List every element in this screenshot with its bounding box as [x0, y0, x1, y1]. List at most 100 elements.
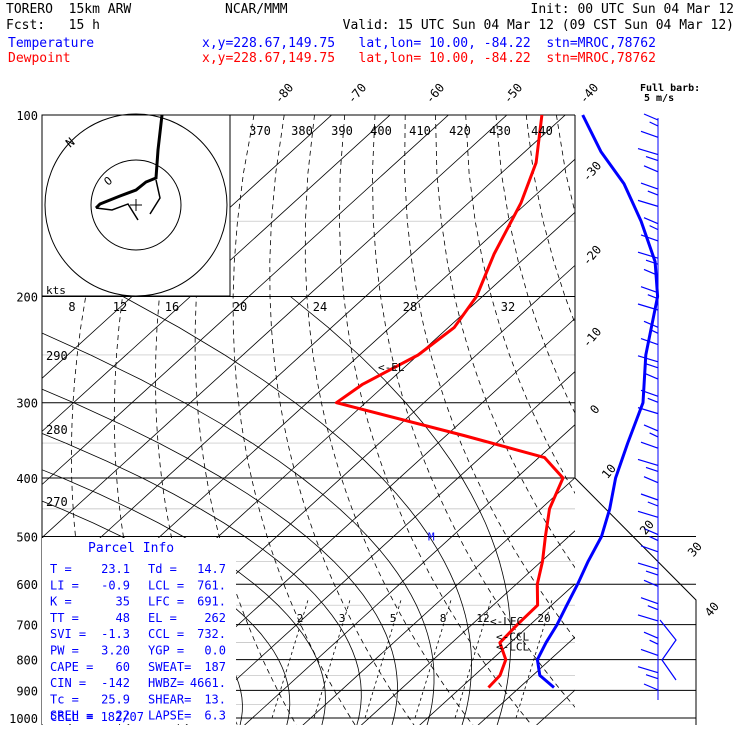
init-time: Init: 00 UTC Sun 04 Mar 12 — [530, 2, 735, 17]
pressure-tick-label: 900 — [16, 684, 38, 698]
isotherm-label: -80 — [272, 81, 297, 107]
dry-adiabat-label: 430 — [489, 124, 511, 138]
dry-adiabat-line — [371, 115, 575, 708]
wind-barb — [643, 579, 659, 587]
isotherm-label: 20 — [637, 517, 657, 537]
parcel-key: TT = — [50, 611, 79, 625]
wind-barb-half — [649, 536, 659, 542]
isotherm-line — [536, 689, 575, 725]
wind-note-speed: 5 m/s — [644, 93, 675, 104]
dry-adiabat-line — [113, 115, 179, 725]
mixing-ratio-label: 2 — [297, 612, 304, 625]
pressure-tick-label: 300 — [16, 397, 38, 411]
hodograph-speed-label: 8 — [68, 300, 75, 314]
parcel-value: 761. — [197, 578, 226, 592]
theta-e-label: 290 — [46, 349, 68, 363]
dewpoint-legend: Dewpoint — [8, 51, 71, 66]
mixing-ratio-line — [454, 599, 492, 719]
wind-barb-half — [647, 397, 659, 403]
wind-barb-half — [647, 501, 659, 507]
isotherm-line — [647, 87, 740, 730]
mixing-ratio-line — [271, 599, 309, 719]
mixing-ratio-line — [414, 599, 452, 719]
moist-adiabat-line — [42, 469, 326, 725]
parcel-key: SHEAR= — [148, 692, 191, 706]
wind-barb — [637, 510, 659, 518]
wind-barb-half — [649, 432, 659, 438]
wind-barb — [640, 597, 659, 605]
right-boundary-line — [574, 477, 697, 725]
mixing-ratio-line — [364, 599, 402, 719]
dry-adiabat-line — [269, 115, 415, 725]
isotherm-label: -20 — [580, 243, 605, 269]
wind-barb-half — [645, 155, 659, 162]
hodograph-ring-outer — [44, 113, 228, 297]
wind-barb — [643, 424, 659, 432]
isotherm-line — [42, 115, 333, 379]
mixing-ratio-line — [313, 599, 351, 719]
wind-barb-half — [645, 363, 659, 369]
isotherm-line — [127, 317, 575, 725]
parcel-box — [42, 538, 236, 724]
parcel-value: 60 — [116, 660, 130, 674]
wind-barb — [640, 130, 659, 138]
moist-adiabat-line — [290, 296, 512, 725]
parcel-key: LI = — [50, 578, 79, 592]
dry-adiabat-line — [304, 115, 474, 725]
wind-barb — [643, 165, 659, 173]
wind-barb — [643, 217, 659, 225]
isotherm-line — [244, 424, 575, 725]
wind-barb-half — [649, 225, 659, 231]
parcel-key: LFC = — [148, 595, 184, 609]
parcel-value: 6.3 — [204, 709, 226, 723]
isotherm-label: -50 — [501, 81, 526, 107]
hodograph-trace-low — [95, 203, 139, 221]
wind-barb-half — [647, 190, 659, 196]
wind-barb — [640, 234, 659, 242]
wind-barb-half — [645, 466, 659, 473]
pressure-tick-label: 100 — [16, 109, 38, 123]
parcel-value: -142 — [101, 676, 130, 690]
level-annotation: <-LCL — [496, 640, 529, 653]
mixing-ratio-label: 8 — [440, 612, 447, 625]
parcel-value: 0.0 — [204, 644, 226, 658]
forecast-hour: Fcst: 15 h — [6, 18, 100, 33]
wind-barb — [640, 182, 659, 190]
dry-adiabat-line — [70, 115, 134, 725]
hodograph-speed-label: 20 — [233, 300, 247, 314]
isotherm-label: 30 — [685, 539, 705, 559]
dry-adiabat-line — [525, 115, 575, 325]
parcel-value: 732. — [197, 627, 226, 641]
wind-barb — [637, 458, 659, 467]
pressure-tick-label: 700 — [16, 619, 38, 633]
wind-barb — [643, 113, 659, 121]
parcel-key: Td = — [148, 562, 177, 576]
parcel-key: YGP = — [148, 644, 184, 658]
isotherm-line — [42, 115, 450, 486]
moist-adiabat-line — [42, 388, 398, 725]
wind-barb-half — [649, 121, 659, 127]
isotherm-line — [589, 87, 740, 730]
parcel-key: PW = — [50, 644, 79, 658]
hodograph-trace-mid — [149, 179, 161, 215]
mixing-ratio-label: 3 — [339, 612, 346, 625]
hodograph-speed-label: 12 — [113, 300, 127, 314]
valid-time: Valid: 15 UTC Sun 04 Mar 12 (09 CST Sun … — [342, 18, 734, 33]
dry-adiabat-line — [435, 115, 575, 569]
parcel-value: -1.3 — [101, 627, 130, 641]
wind-barb — [643, 527, 659, 536]
isotherm-label: -40 — [577, 81, 602, 107]
dry-adiabat-line — [708, 115, 740, 731]
parcel-value: 262 — [204, 611, 226, 625]
pressure-tick-label: 200 — [16, 291, 38, 305]
isotherm-label: -60 — [423, 81, 448, 107]
moist-adiabat-line — [42, 432, 362, 725]
parcel-value: 23.1 — [101, 562, 130, 576]
dry-adiabat-line — [495, 115, 575, 414]
wind-barb-low — [659, 619, 677, 681]
org-label: NCAR/MMM — [225, 2, 288, 17]
temperature-line — [535, 114, 660, 689]
hodograph-speed-label: 28 — [403, 300, 417, 314]
wind-barb — [640, 493, 659, 501]
